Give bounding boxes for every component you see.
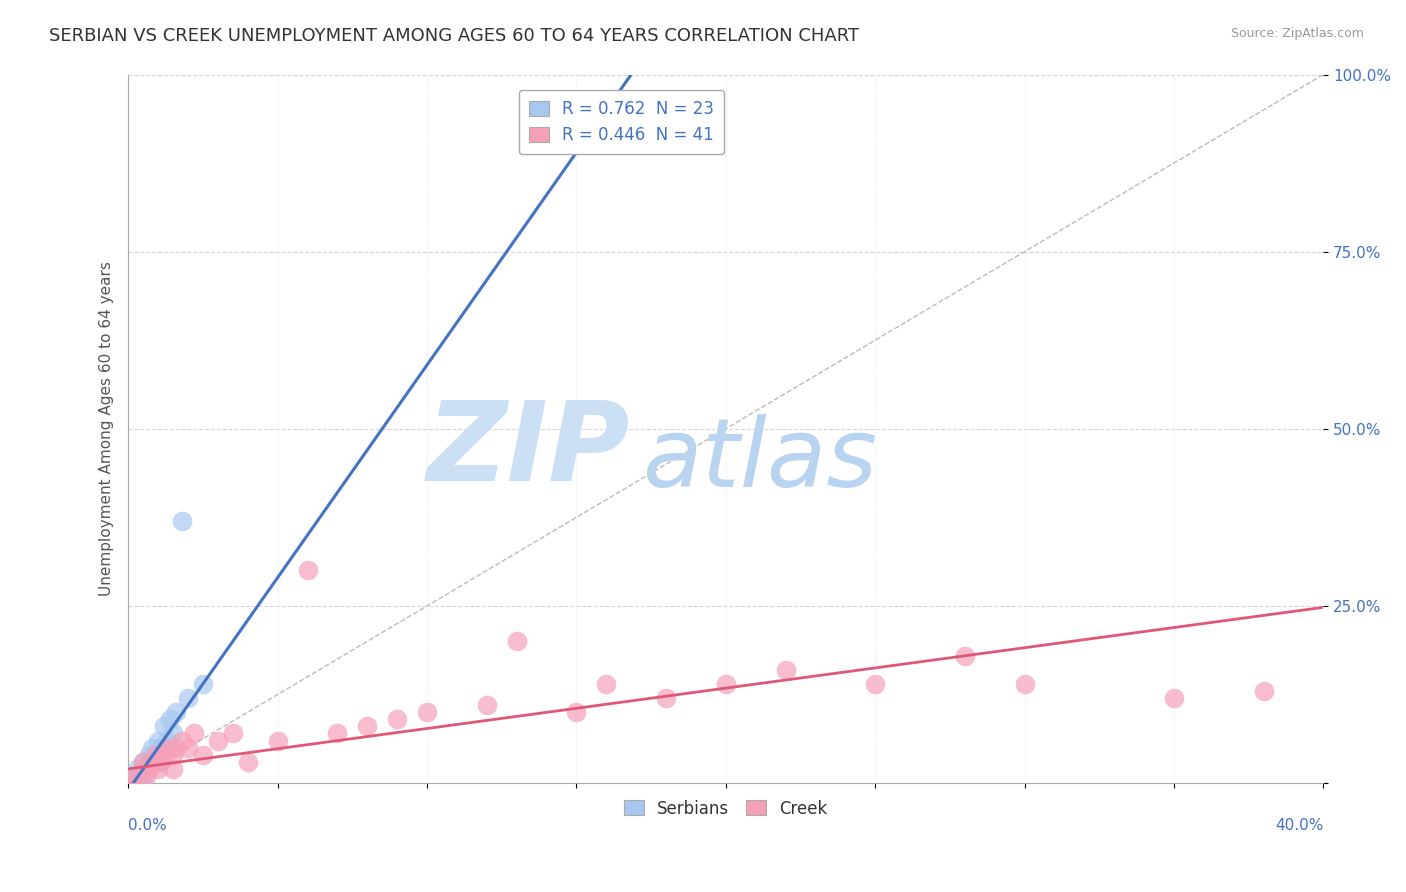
- Point: [326, 726, 349, 740]
- Point: [143, 747, 166, 762]
- Text: 0.0%: 0.0%: [128, 819, 167, 833]
- Point: [1253, 684, 1275, 698]
- Point: [177, 691, 200, 706]
- Point: [127, 776, 149, 790]
- Y-axis label: Unemployment Among Ages 60 to 64 years: Unemployment Among Ages 60 to 64 years: [100, 261, 114, 596]
- Point: [191, 677, 214, 691]
- Point: [141, 755, 163, 769]
- Point: [236, 755, 259, 769]
- Point: [162, 762, 184, 776]
- Point: [385, 712, 408, 726]
- Legend: Serbians, Creek: Serbians, Creek: [617, 793, 834, 824]
- Point: [297, 564, 319, 578]
- Point: [153, 747, 176, 762]
- Point: [141, 755, 163, 769]
- Point: [138, 762, 160, 776]
- Point: [170, 733, 193, 747]
- Point: [222, 726, 245, 740]
- Point: [565, 705, 588, 719]
- Point: [159, 712, 181, 726]
- Point: [117, 776, 139, 790]
- Point: [132, 776, 155, 790]
- Point: [132, 755, 155, 769]
- Point: [714, 677, 737, 691]
- Point: [135, 762, 157, 776]
- Point: [1014, 677, 1036, 691]
- Point: [595, 677, 617, 691]
- Point: [132, 762, 155, 776]
- Point: [165, 740, 187, 755]
- Point: [132, 755, 155, 769]
- Point: [153, 719, 176, 733]
- Point: [143, 747, 166, 762]
- Point: [165, 705, 187, 719]
- Point: [162, 726, 184, 740]
- Point: [170, 514, 193, 528]
- Point: [138, 747, 160, 762]
- Point: [191, 747, 214, 762]
- Point: [953, 648, 976, 663]
- Point: [207, 733, 229, 747]
- Point: [356, 719, 378, 733]
- Point: [416, 705, 439, 719]
- Point: [117, 776, 139, 790]
- Text: ZIP: ZIP: [426, 397, 630, 504]
- Point: [156, 740, 179, 755]
- Point: [655, 691, 678, 706]
- Text: SERBIAN VS CREEK UNEMPLOYMENT AMONG AGES 60 TO 64 YEARS CORRELATION CHART: SERBIAN VS CREEK UNEMPLOYMENT AMONG AGES…: [49, 27, 859, 45]
- Point: [266, 733, 288, 747]
- Point: [150, 740, 173, 755]
- Point: [146, 733, 169, 747]
- Point: [475, 698, 498, 712]
- Point: [129, 769, 152, 783]
- Point: [127, 762, 149, 776]
- Point: [1163, 691, 1185, 706]
- Text: atlas: atlas: [643, 414, 877, 508]
- Point: [162, 747, 184, 762]
- Point: [775, 663, 797, 677]
- Point: [177, 740, 200, 755]
- Point: [183, 726, 205, 740]
- Point: [863, 677, 886, 691]
- Point: [141, 740, 163, 755]
- Point: [122, 776, 145, 790]
- Point: [505, 634, 527, 648]
- Point: [122, 769, 145, 783]
- Text: 40.0%: 40.0%: [1275, 819, 1323, 833]
- Point: [135, 769, 157, 783]
- Point: [146, 755, 169, 769]
- Point: [150, 755, 173, 769]
- Point: [146, 762, 169, 776]
- Point: [117, 769, 139, 783]
- Text: Source: ZipAtlas.com: Source: ZipAtlas.com: [1230, 27, 1364, 40]
- Point: [156, 733, 179, 747]
